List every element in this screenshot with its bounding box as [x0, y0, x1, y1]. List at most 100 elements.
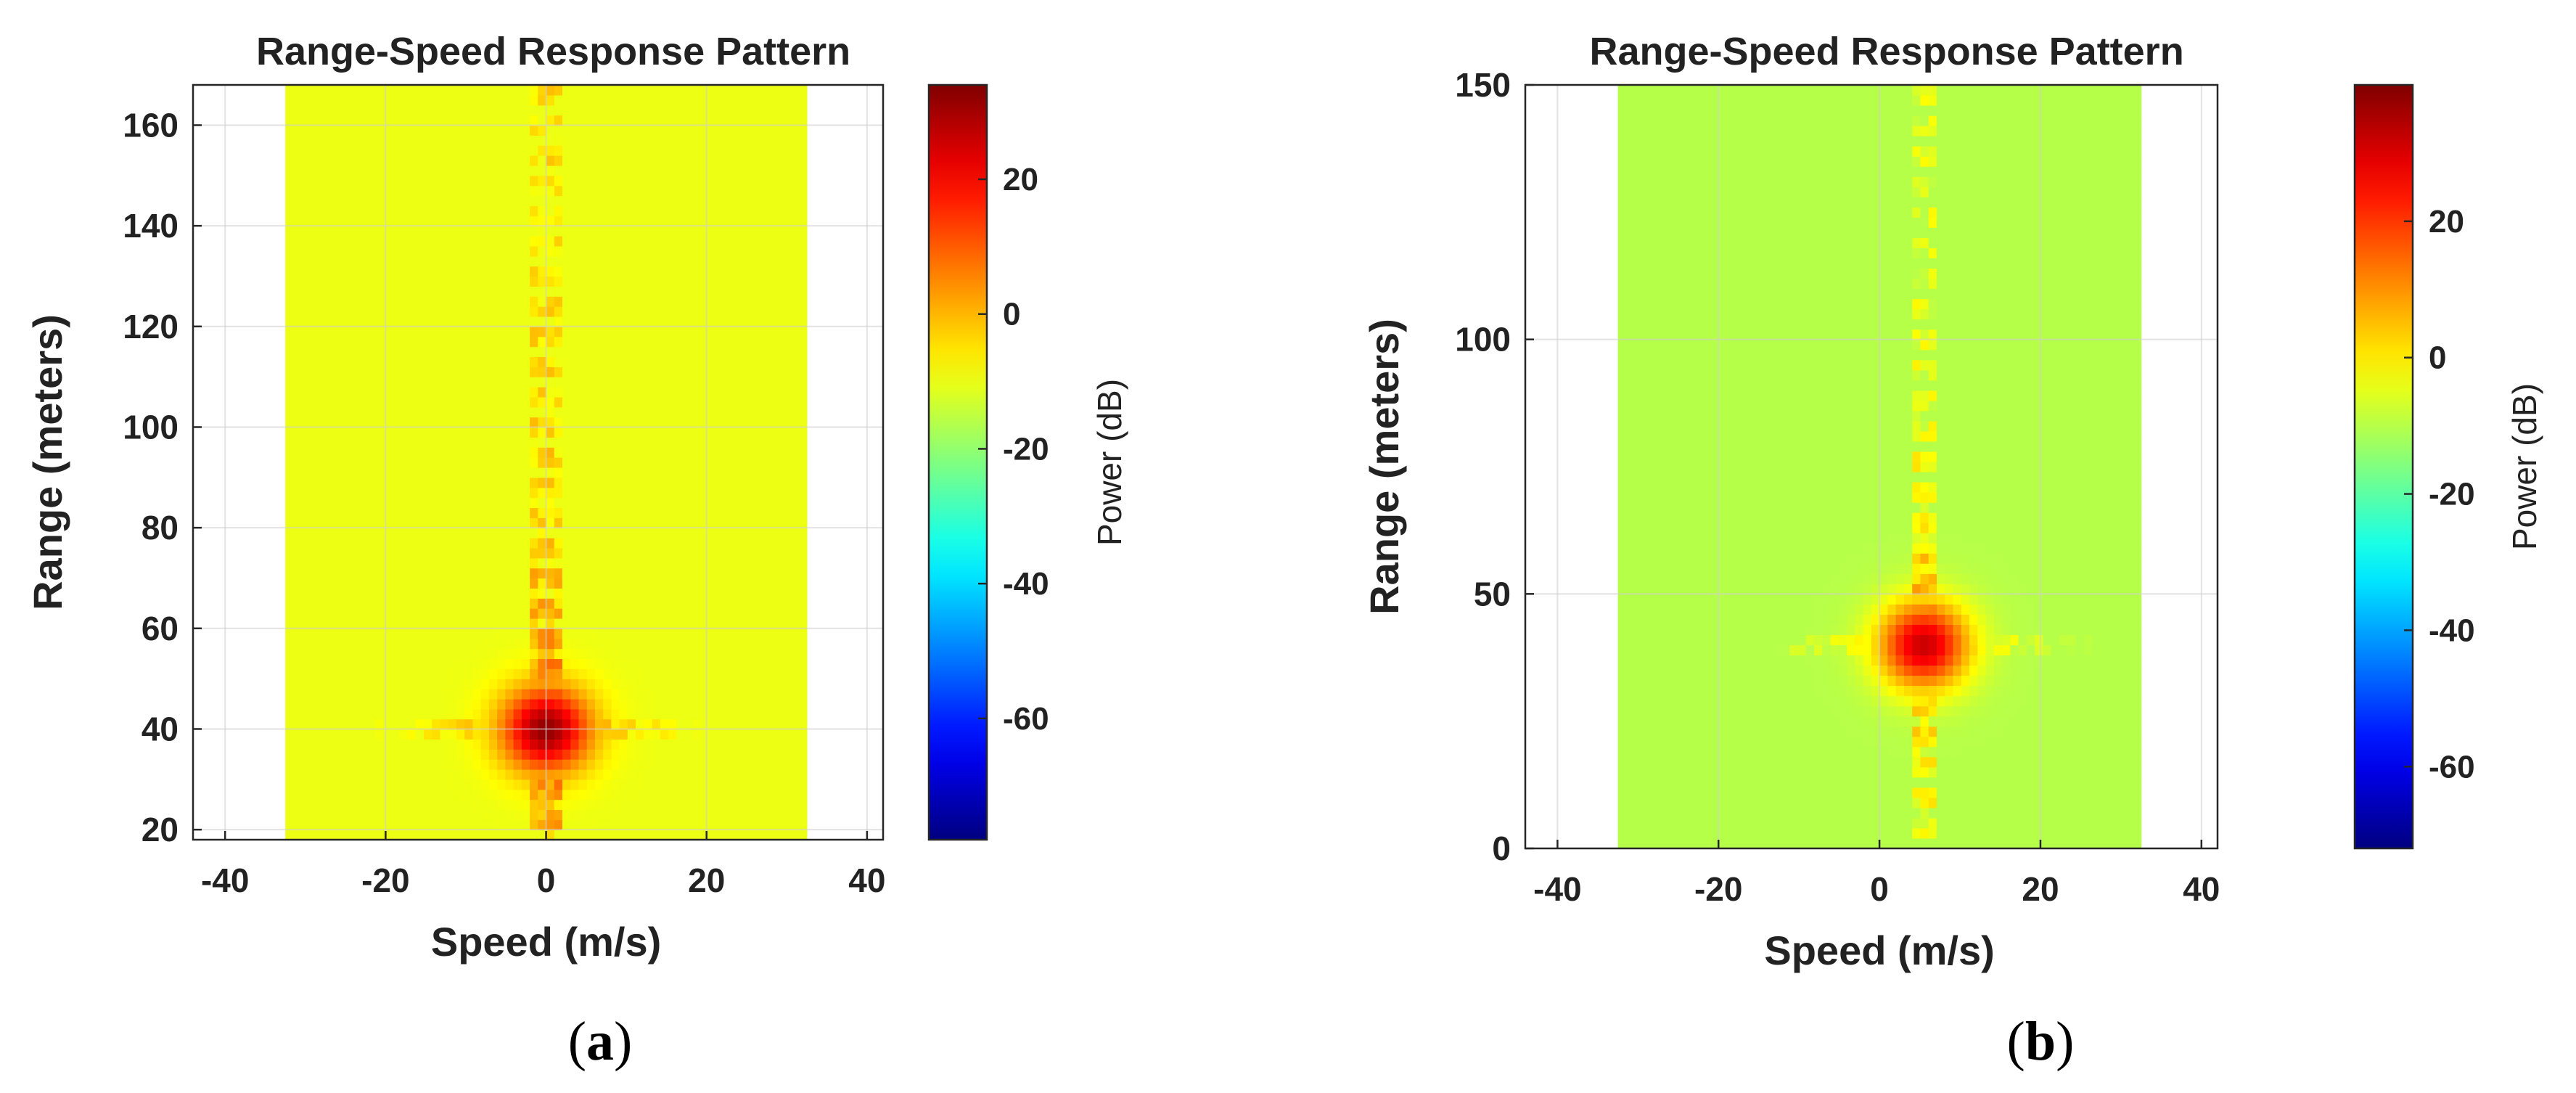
heatmap-cell [326, 507, 335, 518]
heatmap-cell [603, 668, 612, 679]
heatmap-cell [717, 799, 726, 810]
heatmap-cell [301, 749, 311, 760]
heatmap-cell [636, 557, 644, 569]
heatmap-cell [594, 658, 604, 669]
heatmap-cell [505, 316, 514, 327]
heatmap-cell [709, 306, 718, 317]
heatmap-cell [399, 648, 409, 659]
heatmap-cell [644, 276, 653, 287]
heatmap-cell [513, 638, 522, 650]
heatmap-cell [750, 457, 759, 468]
heatmap-cell [562, 276, 571, 287]
heatmap-cell [350, 789, 359, 801]
heatmap-cell [538, 377, 547, 388]
heatmap-cell [611, 216, 620, 226]
heatmap-cell [538, 719, 547, 730]
heatmap-cell [733, 326, 742, 337]
heatmap-cell [790, 94, 800, 106]
heatmap-cell [407, 528, 417, 539]
heatmap-cell [725, 326, 734, 337]
heatmap-cell [382, 557, 392, 569]
heatmap-cell [692, 487, 702, 499]
heatmap-cell [619, 638, 628, 650]
heatmap-cell [374, 205, 384, 216]
heatmap-cell [342, 236, 351, 247]
heatmap-cell [399, 216, 409, 226]
heatmap-cell [660, 708, 669, 720]
heatmap-cell [318, 387, 327, 398]
heatmap-cell [407, 236, 417, 247]
heatmap-cell [424, 276, 432, 287]
heatmap-cell [456, 145, 465, 156]
heatmap-cell [742, 447, 750, 458]
heatmap-cell [782, 316, 792, 327]
heatmap-cell [456, 377, 465, 388]
heatmap-cell [497, 608, 506, 619]
heatmap-cell [497, 195, 506, 206]
heatmap-cell [750, 538, 759, 549]
heatmap-cell [350, 245, 359, 257]
heatmap-cell [334, 125, 343, 136]
heatmap-cell [448, 306, 457, 317]
heatmap-cell [530, 316, 538, 327]
heatmap-cell [530, 618, 538, 629]
heatmap-cell [407, 830, 417, 840]
heatmap-cell [750, 547, 759, 559]
heatmap-cell [538, 819, 547, 830]
heatmap-cell [733, 799, 742, 810]
heatmap-cell [472, 789, 482, 801]
heatmap-cell [742, 105, 750, 116]
heatmap-cell [464, 507, 473, 518]
heatmap-cell [774, 538, 783, 549]
heatmap-cell [611, 528, 620, 539]
heatmap-cell [742, 568, 750, 579]
heatmap-cell [530, 216, 538, 226]
heatmap-cell [774, 165, 783, 176]
heatmap-cell [440, 679, 449, 689]
heatmap-cell [709, 326, 718, 337]
heatmap-cell [472, 547, 482, 559]
heatmap-cell [318, 296, 327, 307]
heatmap-cell [644, 155, 653, 166]
heatmap-cell [374, 789, 384, 801]
heatmap-cell [619, 226, 628, 237]
heatmap-cell [293, 648, 303, 659]
heatmap-cell [700, 336, 710, 348]
heatmap-cell [326, 638, 335, 650]
heatmap-cell [497, 578, 506, 589]
heatmap-cell [570, 628, 580, 639]
heatmap-cell [480, 437, 490, 448]
heatmap-cell [391, 367, 400, 377]
heatmap-cell [382, 568, 392, 579]
heatmap-cell [733, 698, 742, 710]
heatmap-cell [668, 719, 677, 730]
heatmap-cell [798, 437, 808, 448]
heatmap-cell [399, 396, 409, 408]
heatmap-cell [684, 477, 694, 488]
heatmap-cell [733, 437, 742, 448]
heatmap-cell [350, 698, 359, 710]
heatmap-cell [521, 830, 530, 840]
heatmap-cell [709, 467, 718, 478]
heatmap-cell [326, 145, 335, 156]
heatmap-cell [652, 477, 661, 488]
heatmap-cell [578, 708, 588, 720]
heatmap-cell [334, 447, 343, 458]
heatmap-cell [562, 809, 571, 820]
heatmap-cell [742, 729, 750, 740]
heatmap-cell [301, 276, 311, 287]
heatmap-cell [366, 245, 376, 257]
heatmap-cell [578, 507, 588, 518]
heatmap-cell [546, 547, 555, 559]
heatmap-cell [692, 155, 702, 166]
heatmap-cell [374, 457, 384, 468]
heatmap-cell [774, 387, 783, 398]
heatmap-cell [709, 155, 718, 166]
heatmap-cell [374, 739, 384, 750]
heatmap-cell [334, 689, 343, 700]
heatmap-cell [758, 226, 767, 237]
heatmap-cell [733, 155, 742, 166]
heatmap-cell [660, 819, 669, 830]
heatmap-cell [497, 739, 506, 750]
heatmap-cell [578, 245, 588, 257]
